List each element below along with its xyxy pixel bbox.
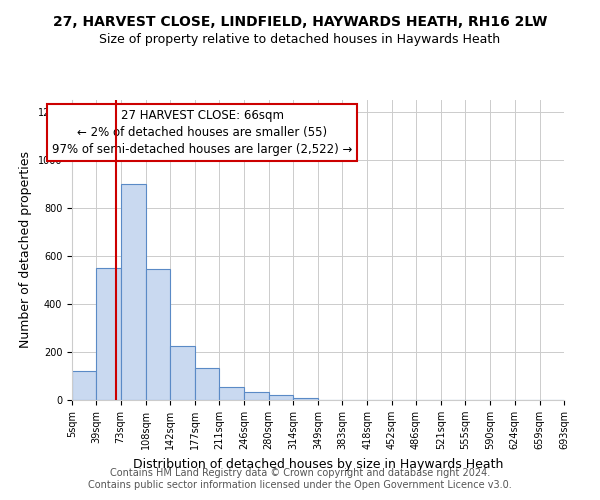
Bar <box>195 368 220 400</box>
Text: 27 HARVEST CLOSE: 66sqm
← 2% of detached houses are smaller (55)
97% of semi-det: 27 HARVEST CLOSE: 66sqm ← 2% of detached… <box>52 109 353 156</box>
Text: Contains HM Land Registry data © Crown copyright and database right 2024.: Contains HM Land Registry data © Crown c… <box>110 468 490 477</box>
Bar <box>269 395 293 400</box>
Bar <box>146 269 170 400</box>
Bar <box>72 371 97 400</box>
Text: Size of property relative to detached houses in Haywards Heath: Size of property relative to detached ho… <box>100 32 500 46</box>
Y-axis label: Number of detached properties: Number of detached properties <box>19 152 32 348</box>
Bar <box>293 398 318 400</box>
Text: Contains public sector information licensed under the Open Government Licence v3: Contains public sector information licen… <box>88 480 512 490</box>
Bar <box>121 184 146 400</box>
Bar <box>97 268 121 400</box>
X-axis label: Distribution of detached houses by size in Haywards Heath: Distribution of detached houses by size … <box>133 458 503 470</box>
Bar <box>244 392 269 400</box>
Bar <box>170 346 195 400</box>
Bar <box>220 387 244 400</box>
Text: 27, HARVEST CLOSE, LINDFIELD, HAYWARDS HEATH, RH16 2LW: 27, HARVEST CLOSE, LINDFIELD, HAYWARDS H… <box>53 15 547 29</box>
